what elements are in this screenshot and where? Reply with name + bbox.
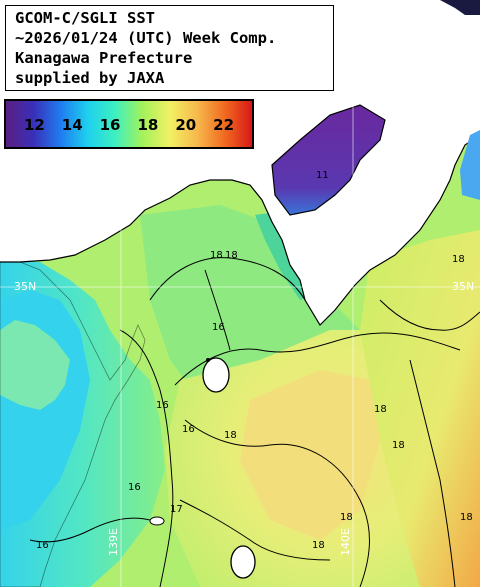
contour-label: 18 — [452, 254, 465, 265]
island-oshima — [230, 545, 256, 579]
contour-line-18e — [409, 359, 456, 587]
contour-label: 16 — [212, 322, 225, 333]
title-line: GCOM-C/SGLI SST — [15, 9, 155, 27]
izu-contour — [0, 261, 146, 587]
contour-label: 18 — [374, 404, 387, 415]
title-line: ~2026/01/24 (UTC) Week Comp. — [15, 29, 277, 47]
mainland-coastline — [0, 134, 480, 326]
east-bay-strip — [460, 130, 480, 200]
contour-line-17 — [179, 499, 331, 561]
legend-tick-label: 14 — [61, 116, 83, 134]
contour-label: 18 — [340, 512, 353, 523]
warm-core-water — [240, 370, 380, 540]
contour-line-16c — [29, 517, 151, 543]
contour-label: 16 — [156, 400, 169, 411]
grid-label-lon: 140E — [339, 528, 352, 556]
island-small-south — [149, 516, 165, 526]
izu-nearshore — [0, 320, 70, 410]
contour-line-18d — [379, 299, 480, 331]
contour-line-18b — [174, 332, 461, 386]
contour-line-16 — [119, 329, 174, 587]
legend-tick-label: 22 — [213, 116, 235, 134]
contour-line-16b — [204, 269, 231, 351]
color-legend: 12 14 16 18 20 22 — [4, 99, 254, 149]
contour-label: 18 — [392, 440, 405, 451]
island-hatsushima — [202, 357, 230, 393]
contour-line-18c — [184, 419, 370, 587]
contour-label: 18 — [225, 250, 238, 261]
legend-tick-label: 12 — [23, 116, 45, 134]
legend-tick-label: 18 — [137, 116, 159, 134]
legend-tick-label: 20 — [175, 116, 197, 134]
grid-label-lon: 139E — [107, 528, 120, 556]
tokyo-bay-inner — [272, 105, 385, 215]
contour-labels: 18 18 16 16 16 18 17 16 16 18 18 18 18 1… — [36, 170, 473, 551]
grid-label-lat: 35N — [452, 280, 474, 293]
contour-line-18a — [149, 257, 306, 301]
contour-label: 18 — [460, 512, 473, 523]
grid-labels: 35N 35N 139E 140E — [14, 280, 474, 556]
title-box: GCOM-C/SGLI SST ~2026/01/24 (UTC) Week C… — [5, 5, 334, 91]
legend-color-bar — [6, 101, 252, 147]
grid-label-lat: 35N — [14, 280, 36, 293]
contour-lines — [29, 257, 480, 587]
bay-coastline — [271, 104, 386, 216]
contour-label: 18 — [312, 540, 325, 551]
east-water — [360, 230, 480, 587]
contour-label: 16 — [182, 424, 195, 435]
legend-tick-label: 16 — [99, 116, 121, 134]
title-line: Kanagawa Prefecture — [15, 49, 193, 67]
contour-label: 16 — [128, 482, 141, 493]
contour-label: 18 — [224, 430, 237, 441]
contour-label: 18 — [210, 250, 223, 261]
corner-land — [440, 0, 480, 15]
contour-label: 16 — [36, 540, 49, 551]
title-line: supplied by JAXA — [15, 69, 165, 87]
contour-label: 17 — [170, 504, 183, 515]
contour-label: 11 — [316, 170, 329, 181]
